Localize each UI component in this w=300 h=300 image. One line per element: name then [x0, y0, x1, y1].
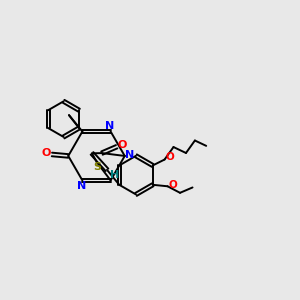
Text: S: S	[94, 162, 102, 172]
Text: O: O	[42, 148, 51, 158]
Text: O: O	[117, 140, 127, 150]
Text: N: N	[77, 181, 86, 191]
Text: H: H	[110, 170, 119, 180]
Text: O: O	[169, 180, 177, 190]
Text: O: O	[166, 152, 174, 162]
Text: N: N	[125, 150, 135, 160]
Text: N: N	[105, 122, 114, 131]
